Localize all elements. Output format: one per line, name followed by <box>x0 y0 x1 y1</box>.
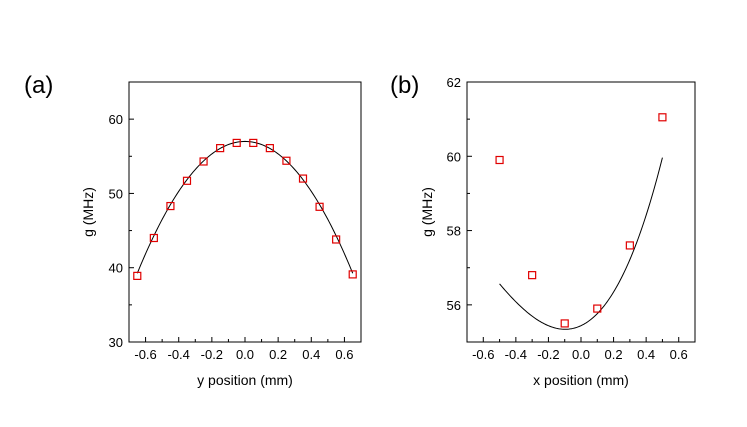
x-tick-label: 0.2 <box>269 347 287 362</box>
data-point <box>315 202 324 211</box>
x-tick-label: -0.6 <box>134 347 156 362</box>
data-point <box>348 270 357 279</box>
data-point <box>528 271 537 280</box>
fit-curve <box>499 157 663 330</box>
y-tick-label: 40 <box>109 261 123 276</box>
y-tick-label: 58 <box>447 224 461 239</box>
x-tick-label: 0.0 <box>236 347 254 362</box>
x-tick-label: 0.6 <box>335 347 353 362</box>
x-tick-label: -0.6 <box>472 347 494 362</box>
data-point <box>182 176 192 185</box>
data-point <box>625 241 634 250</box>
panel-label: (a) <box>24 72 53 99</box>
data-point <box>149 233 158 243</box>
x-tick-label: -0.4 <box>168 347 190 362</box>
plot-frame <box>128 81 362 343</box>
data-markers <box>495 113 667 328</box>
panel-a: (a) -0.6 -0.4 -0.2 0.0 0.2 0.4 0.6 30 40 50 60 y … <box>24 72 362 388</box>
x-tick-label: -0.2 <box>201 347 223 362</box>
panel-b: (b) -0.6 -0.4 -0.2 0.0 0.2 0.4 0.6 56 58 60 62 x … <box>390 72 696 388</box>
y-axis-label: g (MHz) <box>419 187 435 237</box>
fit-curve <box>136 140 354 274</box>
data-point <box>282 156 291 165</box>
panel-label: (b) <box>390 72 419 99</box>
data-point <box>166 201 175 211</box>
data-point <box>199 157 208 166</box>
data-point <box>265 144 274 153</box>
data-point <box>133 271 142 280</box>
y-tick-label: 60 <box>447 149 461 164</box>
data-point <box>560 319 569 328</box>
x-tick-label: -0.2 <box>537 347 559 362</box>
data-point <box>332 235 341 244</box>
data-point <box>216 144 225 153</box>
data-point <box>249 138 258 148</box>
y-tick-label: 50 <box>109 186 123 201</box>
data-point <box>593 304 602 313</box>
y-tick-label: 60 <box>109 112 123 127</box>
x-tick-label: 0.2 <box>605 347 623 362</box>
y-tick-label: 56 <box>447 298 461 313</box>
data-point <box>495 155 504 165</box>
x-ticks: -0.6 -0.4 -0.2 0.0 0.2 0.4 0.6 <box>134 337 353 362</box>
data-markers <box>133 138 357 280</box>
x-axis-label: x position (mm) <box>533 372 629 388</box>
y-tick-label: 30 <box>109 335 123 350</box>
x-tick-label: -0.4 <box>505 347 527 362</box>
data-point <box>232 138 241 148</box>
x-tick-label: 0.6 <box>670 347 688 362</box>
y-axis-label: g (MHz) <box>80 187 96 237</box>
data-point <box>658 113 667 122</box>
y-ticks: 56 58 60 62 <box>447 75 472 313</box>
x-tick-label: 0.4 <box>637 347 655 362</box>
y-ticks: 30 40 50 60 <box>109 112 134 350</box>
x-tick-label: 0.4 <box>302 347 320 362</box>
x-axis-label: y position (mm) <box>197 372 293 388</box>
y-tick-label: 62 <box>447 75 461 90</box>
x-ticks: -0.6 -0.4 -0.2 0.0 0.2 0.4 0.6 <box>472 337 688 362</box>
data-point <box>298 174 308 183</box>
x-tick-label: 0.0 <box>572 347 590 362</box>
